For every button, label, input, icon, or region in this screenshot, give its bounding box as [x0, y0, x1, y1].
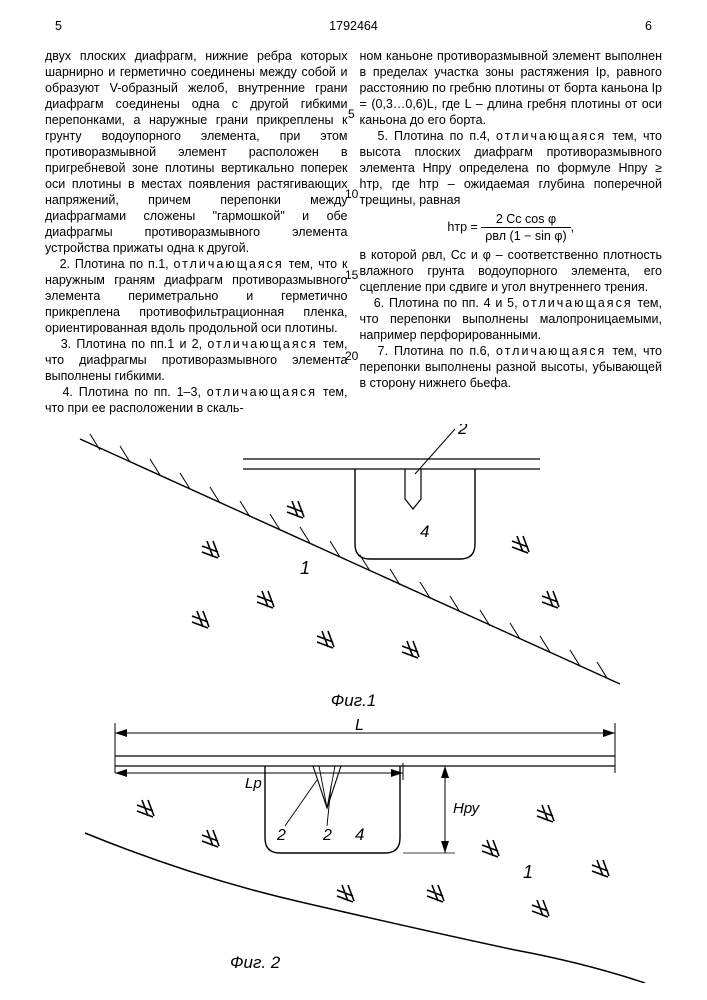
figure-1: 1 2 4	[45, 424, 662, 694]
page-right-num: 6	[645, 18, 652, 34]
formula-den: ρвл (1 − sin φ)	[481, 228, 570, 244]
margin-10: 10	[345, 187, 358, 202]
figures-area: 1 2 4 Фиг.1 L Lp Нру	[45, 424, 662, 987]
patent-number: 1792464	[329, 18, 378, 34]
formula: hтр = 2 Cс cos φ ρвл (1 − sin φ) ,	[360, 211, 663, 244]
col1-p2-word: отличающаяся	[173, 257, 283, 271]
col2-p4-label: 7. Плотина по п.6,	[378, 344, 491, 358]
fig2-label-1: 1	[523, 862, 533, 882]
formula-lhs: hтр =	[447, 220, 477, 234]
col1-p4-word: отличающаяся	[207, 385, 317, 399]
margin-15: 15	[345, 268, 358, 283]
col2-p2-label: 5. Плотина по п.4,	[378, 129, 491, 143]
fig2-label-2a: 2	[276, 827, 286, 844]
formula-num: 2 Cс cos φ	[481, 211, 570, 228]
fig2-caption-svg: Фиг. 2	[230, 953, 281, 972]
fig2-Lp: Lp	[245, 775, 262, 792]
col2-p3-word: отличающаяся	[522, 296, 632, 310]
col1-p4-label: 4. Плотина по пп. 1–3,	[62, 385, 200, 399]
col1-p1: двух плоских диафрагм, нижние ребра кото…	[45, 49, 348, 255]
col1-p2-label: 2. Плотина по п.1,	[60, 257, 169, 271]
fig1-label-1: 1	[300, 558, 310, 578]
column-right: ном каньоне противоразмывной элемент вып…	[360, 48, 663, 416]
page-left-num: 5	[55, 18, 62, 34]
fig2-label-4: 4	[355, 825, 364, 844]
column-left: двух плоских диафрагм, нижние ребра кото…	[45, 48, 348, 416]
fig2-Hpru: Нру	[453, 800, 481, 817]
col2-p2b: в которой ρвл, Cс и φ – соответственно п…	[360, 248, 663, 294]
margin-20: 20	[345, 349, 358, 364]
col1-p3-word: отличающаяся	[207, 337, 317, 351]
fig2-label-2b: 2	[322, 827, 332, 844]
col2-p1: ном каньоне противоразмывной элемент вып…	[360, 49, 663, 127]
fig1-label-2: 2	[457, 424, 468, 438]
col2-p3-label: 6. Плотина по пп. 4 и 5,	[374, 296, 518, 310]
fig1-label-4: 4	[420, 522, 429, 541]
fig2-L: L	[355, 718, 364, 734]
col2-p2-word: отличающаяся	[496, 129, 606, 143]
col2-p4-word: отличающаяся	[496, 344, 606, 358]
margin-5: 5	[348, 107, 355, 122]
col1-p3-label: 3. Плотина по пп.1 и 2,	[61, 337, 202, 351]
figure-2: L Lp Нру	[45, 718, 662, 983]
